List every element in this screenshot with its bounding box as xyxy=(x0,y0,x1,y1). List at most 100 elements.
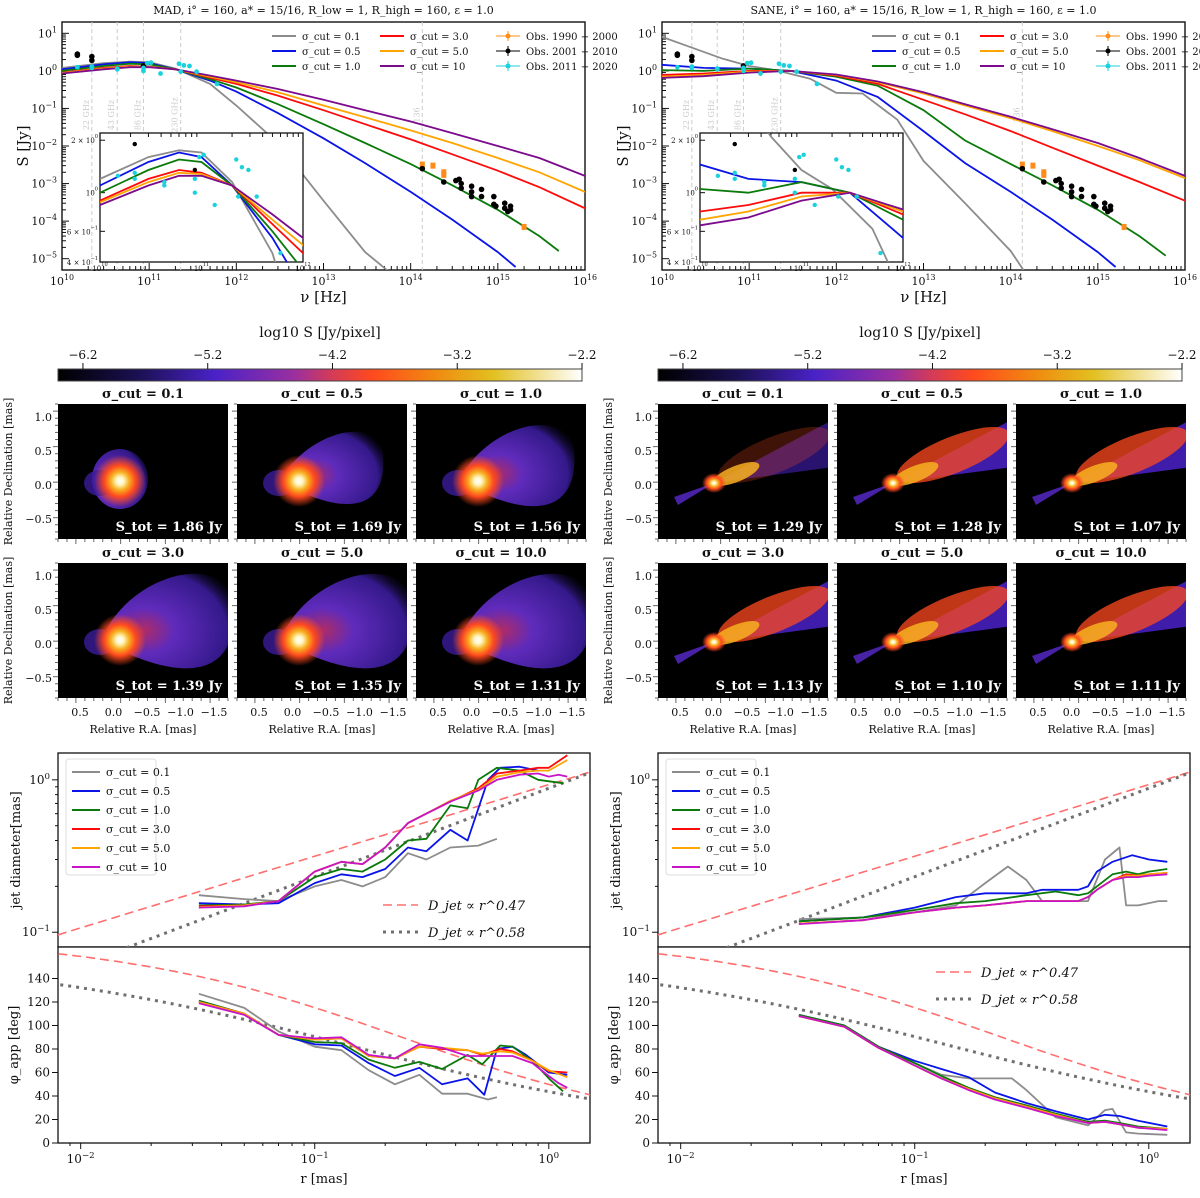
observation-point xyxy=(1078,193,1085,200)
observation-point xyxy=(491,193,497,200)
colorbar-bar xyxy=(57,368,583,382)
x-axis-label: Relative R.A. [mas] xyxy=(448,723,555,736)
legend-marker xyxy=(1105,48,1111,54)
inset-observation-point xyxy=(836,194,841,199)
inset-series-line-s0.5 xyxy=(100,151,288,262)
legend-label: σ_cut = 1.0 xyxy=(302,62,361,73)
x-tick-label: 0.0 xyxy=(884,706,902,719)
frequency-marker-label: 22 GHz xyxy=(682,100,691,130)
frequency-marker-label: 86 GHz xyxy=(733,100,742,130)
core-emission xyxy=(452,455,504,507)
observation-point xyxy=(1078,186,1085,193)
panel-title: σ_cut = 0.1 xyxy=(702,387,784,402)
jet-profile-jet-mad: 10−1 100 0 20 40 60 80 100 120 140 10−2 10−1 100 r [m… xyxy=(7,752,591,1187)
observation-point xyxy=(181,62,187,68)
x-axis-label: Relative R.A. [mas] xyxy=(1048,723,1155,736)
emission-group xyxy=(442,424,575,507)
image-panel: σ_cut = 5.0 S_tot = 1.35 Jy 0.5 0.0 −0.5 −1.0… xyxy=(232,546,408,736)
colorbar-label: log10 S [Jy/pixel] xyxy=(259,325,380,341)
fit-line-fit047 xyxy=(658,952,1190,1096)
core-emission xyxy=(273,455,325,507)
y-tick-label: −0.5 xyxy=(25,513,52,526)
inset-observation-point xyxy=(201,152,206,157)
core-emission xyxy=(881,632,905,652)
inset-series-line-s10 xyxy=(700,191,903,227)
y-tick-label: 100 xyxy=(638,63,657,78)
y-axis-label-bottom: φ_app [deg] xyxy=(607,1006,622,1085)
inset-x-tick-label: 1012 xyxy=(895,262,910,273)
legend-marker xyxy=(1105,33,1111,39)
angle-line-s10_jet xyxy=(798,1015,1168,1131)
colorbar-tick-label: −4.2 xyxy=(918,348,947,362)
angle-line-s1.0 xyxy=(198,999,564,1092)
x-tick-label: 0.5 xyxy=(1029,706,1047,719)
y-tick-label: −0.5 xyxy=(625,513,652,526)
y-tick-label: 10−4 xyxy=(31,213,57,228)
y-tick-label: 60 xyxy=(35,1066,50,1080)
inset-series-line-s5.0 xyxy=(700,191,903,221)
x-tick-label: 1016 xyxy=(1173,273,1197,288)
image-grid-images-mad: σ_cut = 0.1 S_tot = 1.86 Jy 1.0 0.5 0.0 −0.5 R… xyxy=(2,387,587,736)
inset-observation-point xyxy=(834,157,839,162)
legend-label: σ_cut = 10 xyxy=(410,62,465,73)
total-flux-label: S_tot = 1.31 Jy xyxy=(474,679,581,694)
inset-observation-point xyxy=(801,152,806,157)
image-panel: σ_cut = 0.1 S_tot = 1.86 Jy 1.0 0.5 0.0 −0.5 R… xyxy=(2,387,229,545)
core-emission xyxy=(1060,632,1084,652)
legend-label: σ_cut = 3.0 xyxy=(410,32,469,43)
observation-point xyxy=(1068,183,1075,190)
observation-point xyxy=(478,193,485,200)
panel-title: σ_cut = 5.0 xyxy=(881,546,963,561)
inset-observation-point xyxy=(732,170,737,176)
image-panel: σ_cut = 0.5 S_tot = 1.28 Jy xyxy=(832,387,1008,544)
x-tick-label: −1.0 xyxy=(167,706,194,719)
inset-x-tick-label: 1010 xyxy=(692,262,707,273)
y-axis-label: S [Jy] xyxy=(614,125,632,166)
observation-point xyxy=(468,183,475,190)
angle-series-group xyxy=(58,952,590,1101)
observation-point xyxy=(794,69,799,75)
x-tick-label: 1011 xyxy=(137,273,161,288)
inset-series-line-s0.1 xyxy=(767,133,889,262)
legend-marker xyxy=(505,33,511,39)
x-tick-label: 0.0 xyxy=(284,706,302,719)
inset-y-tick-label: 100 xyxy=(86,187,98,198)
y-tick-label: 0.0 xyxy=(35,638,53,651)
legend-label: σ_cut = 3.0 xyxy=(106,823,170,836)
y-tick-label: 10−5 xyxy=(31,251,57,266)
observation-point xyxy=(1019,165,1026,172)
y-tick-label: 100 xyxy=(38,63,57,78)
observation-point xyxy=(478,186,485,193)
y-tick-label: 10−3 xyxy=(631,176,657,191)
panel-title: σ_cut = 5.0 xyxy=(281,546,363,561)
observation-point xyxy=(468,193,475,200)
observation-point xyxy=(493,203,499,209)
y-axis-label: S [Jy] xyxy=(14,125,32,166)
inset-observation-point xyxy=(732,176,737,182)
y-tick-label: 0.5 xyxy=(35,604,53,617)
x-tick-label: 1013 xyxy=(311,273,335,288)
observation-point xyxy=(148,60,154,66)
series-group xyxy=(662,36,1185,270)
y-tick-label: 101 xyxy=(38,25,57,40)
y-tick-label: 0.0 xyxy=(635,638,653,651)
inset-x-tick-label: 1011 xyxy=(194,262,209,273)
inset-observation-point xyxy=(715,173,721,178)
observation-point xyxy=(501,200,508,207)
y-tick-label: 1.0 xyxy=(35,411,53,424)
core-emission xyxy=(702,632,726,652)
x-axis-label: r [mas] xyxy=(900,1172,947,1187)
colorbar-tick-label: −3.2 xyxy=(1043,348,1072,362)
observation-point xyxy=(1068,189,1075,195)
series-line-s10 xyxy=(62,66,585,177)
emission-group xyxy=(674,422,828,505)
x-tick-label: 1011 xyxy=(737,273,761,288)
emission-group xyxy=(84,573,228,669)
colorbar-bar xyxy=(657,368,1183,382)
y-tick-label: 120 xyxy=(27,995,50,1009)
core-emission xyxy=(273,614,325,666)
legend-label: σ_cut = 0.5 xyxy=(302,47,361,58)
colorbar-tick-label: −3.2 xyxy=(443,348,472,362)
inset-y-tick-label: 6 × 10−1 xyxy=(67,225,98,236)
inset-series-line-s0.1 xyxy=(100,149,277,262)
